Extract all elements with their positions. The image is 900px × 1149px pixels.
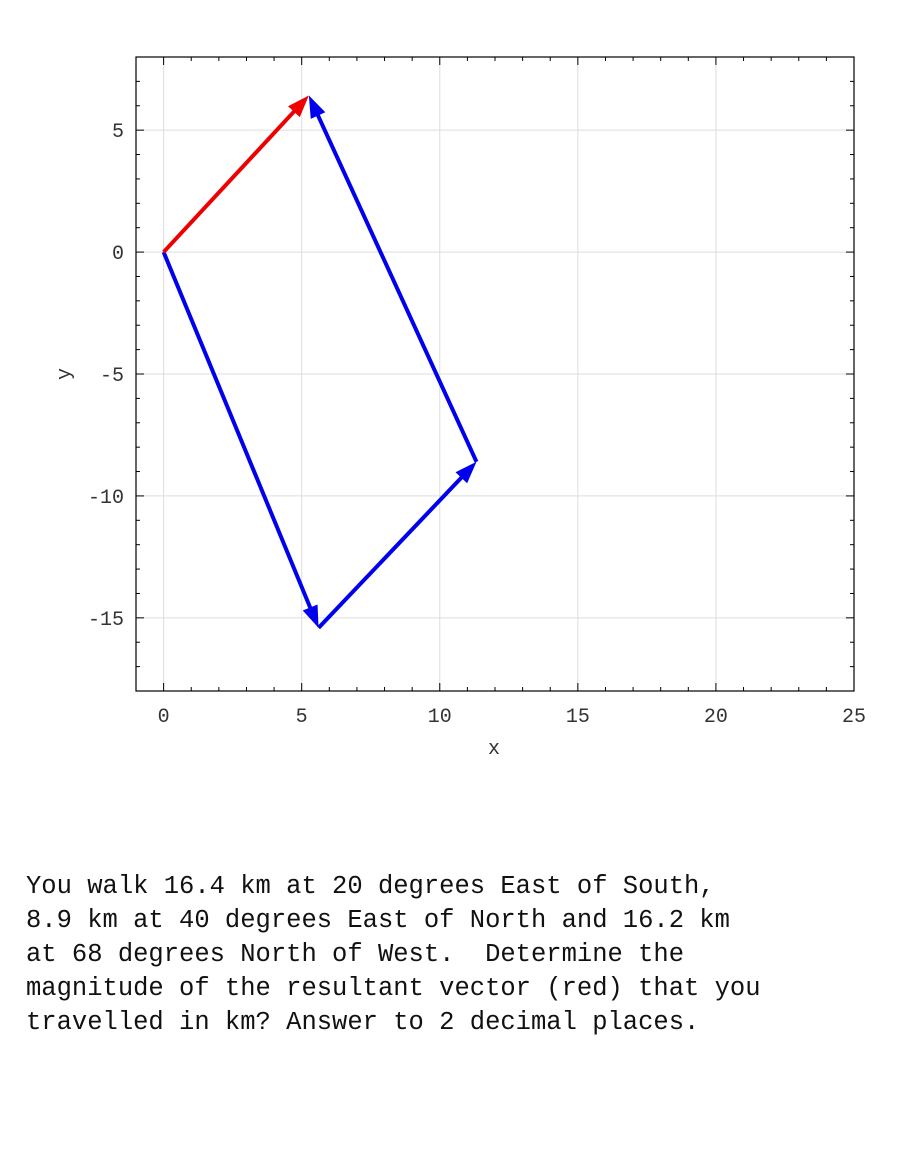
y-axis-label: y (54, 368, 77, 380)
resultant-vector (162, 95, 309, 254)
vector-shaft (161, 251, 313, 611)
vector-arrowhead (455, 461, 477, 484)
y-tick-label: -5 (100, 365, 124, 388)
y-tick-label: -15 (88, 609, 124, 632)
path-vector (317, 461, 477, 630)
y-tick-label: 5 (112, 121, 124, 144)
path-vector (308, 95, 479, 463)
question-line: travelled in km? Answer to 2 decimal pla… (26, 1008, 700, 1037)
vector-shaft (162, 108, 297, 254)
vector-shaft (317, 474, 465, 630)
x-tick-label: 5 (296, 706, 308, 729)
question-line: magnitude of the resultant vector (red) … (26, 974, 761, 1003)
x-tick-label: 25 (842, 706, 866, 729)
x-axis-label: x (488, 738, 500, 761)
x-tick-label: 15 (566, 706, 590, 729)
vector-arrowhead (308, 95, 326, 119)
question-line: You walk 16.4 km at 20 degrees East of S… (26, 872, 715, 901)
question-text: You walk 16.4 km at 20 degrees East of S… (26, 870, 886, 1040)
x-tick-label: 0 (158, 706, 170, 729)
vector-plot: 0 5 10 15 20 25 5 0 -5 -10 -15 x y (54, 56, 866, 761)
question-line: 8.9 km at 40 degrees East of North and 1… (26, 906, 730, 935)
vector-shaft (315, 112, 479, 463)
vector-arrowhead (302, 604, 319, 628)
question-line: at 68 degrees North of West. Determine t… (26, 940, 685, 969)
minor-ticks (135, 56, 855, 692)
y-tick-label: 0 (112, 243, 124, 266)
x-tick-labels: 0 5 10 15 20 25 (158, 706, 866, 729)
vectors (161, 95, 479, 630)
vector-arrowhead (288, 95, 309, 118)
y-tick-labels: 5 0 -5 -10 -15 (88, 121, 124, 632)
x-tick-label: 10 (428, 706, 452, 729)
y-tick-label: -10 (88, 487, 124, 510)
grid (136, 57, 855, 691)
path-vector (161, 251, 319, 628)
x-tick-label: 20 (704, 706, 728, 729)
